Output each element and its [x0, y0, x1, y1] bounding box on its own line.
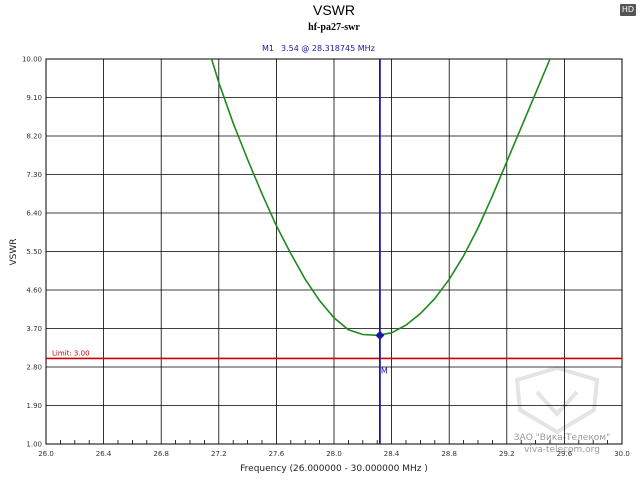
- y-axis-title: VSWR: [9, 238, 19, 265]
- y-tick-label: 5.50: [26, 248, 42, 256]
- watermark-url: viva-telecom.org: [524, 445, 600, 455]
- y-tick-label: 1.00: [26, 441, 42, 449]
- x-tick-label: 28.4: [384, 450, 400, 458]
- series-layer: [210, 59, 551, 337]
- vswr-series-line: [210, 59, 551, 337]
- marker-group: M M1 3.54 @ 28.318745 MHz: [262, 44, 388, 444]
- y-axis: 10.00 9.10 8.20 7.30 6.40 5.50 4.60 3.70 2.80 1.9…: [22, 56, 42, 449]
- y-tick-label: 6.40: [26, 210, 42, 218]
- y-tick-label: 2.80: [26, 364, 42, 372]
- x-tick-label: 29.6: [557, 450, 573, 458]
- limit-label: Limit: 3.00: [52, 349, 90, 357]
- x-tick-label: 28.8: [441, 450, 457, 458]
- x-axis-title: Frequency (26.000000 - 30.000000 MHz ): [240, 464, 428, 474]
- x-tick-label: 27.6: [269, 450, 285, 458]
- x-tick-label: 30.0: [614, 450, 630, 458]
- y-tick-label: 8.20: [26, 133, 42, 141]
- marker-tag: M: [381, 366, 388, 375]
- watermark-logo: ЗАО "Вика-Телеком" viva-telecom.org: [514, 365, 610, 455]
- x-tick-label: 26.8: [153, 450, 169, 458]
- grid: [45, 58, 623, 445]
- hd-badge: HD: [620, 4, 636, 16]
- x-tick-label: 28.0: [326, 450, 342, 458]
- y-tick-label: 7.30: [26, 171, 42, 179]
- y-tick-label: 9.10: [26, 94, 42, 102]
- y-tick-label: 1.90: [26, 402, 42, 410]
- y-tick-label: 3.70: [26, 325, 42, 333]
- x-tick-label: 29.2: [499, 450, 515, 458]
- limit-line-group: Limit: 3.00: [46, 349, 622, 360]
- x-tick-label: 26.0: [38, 450, 54, 458]
- chart-subtitle: hf-pa27-swr: [308, 22, 360, 33]
- chart-title: VSWR: [313, 2, 355, 18]
- marker-readout-value: 3.54 @ 28.318745 MHz: [281, 44, 375, 53]
- watermark-company: ЗАО "Вика-Телеком": [514, 433, 610, 443]
- y-tick-label: 4.60: [26, 287, 42, 295]
- x-tick-label: 27.2: [211, 450, 227, 458]
- x-tick-label: 26.4: [96, 450, 112, 458]
- marker-readout-label: M1: [262, 44, 274, 53]
- x-axis: 26.0 26.4 26.8 27.2 27.6 28.0 28.4 28.8 29.2 29.6…: [38, 440, 630, 458]
- y-tick-label: 10.00: [22, 56, 42, 64]
- marker-point[interactable]: [375, 330, 385, 340]
